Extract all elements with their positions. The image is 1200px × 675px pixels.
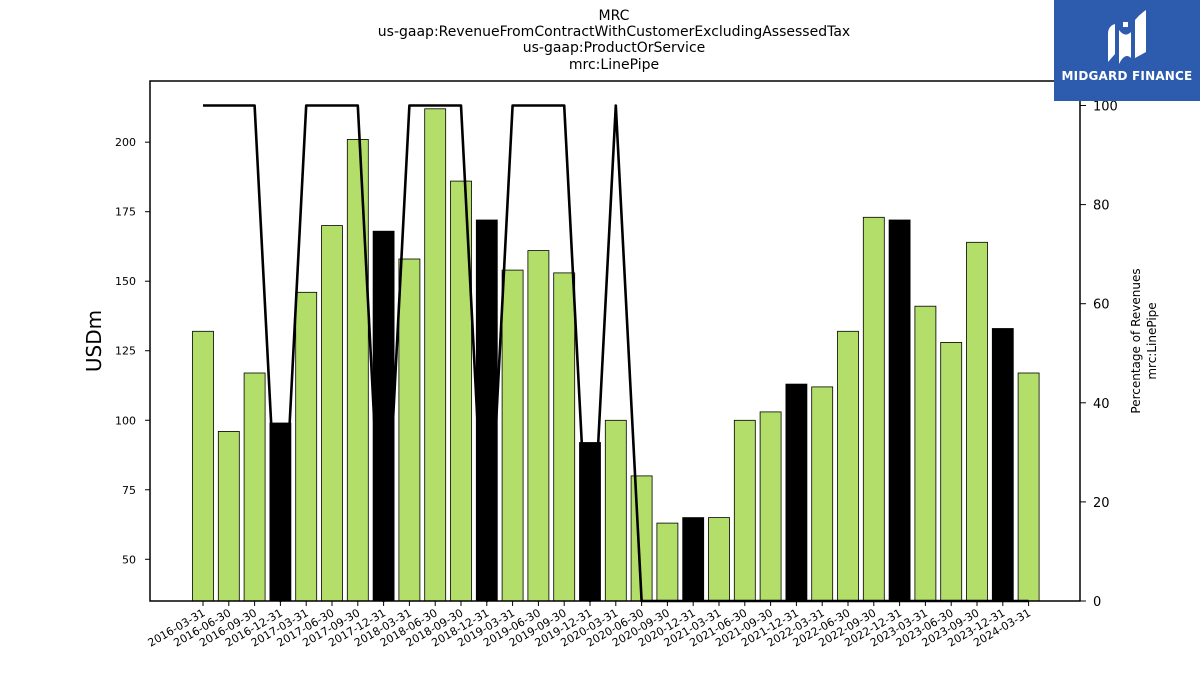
chart-title-line-4: mrc:LinePipe [569, 57, 659, 73]
y-axis-left: 50 75 100 125 150 175 200 [115, 136, 150, 566]
x-axis: 2016-03-312016-06-302016-09-302016-12-31… [146, 601, 1033, 650]
chart-title-line-1: MRC [599, 8, 630, 24]
y-right-tick-label: 0 [1093, 595, 1101, 610]
y-tick-label: 175 [115, 206, 136, 219]
bar [914, 305, 937, 602]
bar [991, 328, 1014, 602]
plot-frame [149, 80, 1081, 602]
bar [295, 291, 318, 602]
bar [321, 225, 343, 602]
bar [682, 517, 705, 602]
bar [837, 330, 859, 602]
y-tick-label: 200 [115, 136, 136, 149]
logo: MIDGARD FINANCE [1054, 0, 1200, 101]
y-axis-left-title: USDm [82, 310, 106, 372]
bar [656, 522, 679, 602]
bar [192, 330, 214, 602]
logo-text: MIDGARD FINANCE [1061, 69, 1193, 83]
y-tick-label: 75 [122, 484, 136, 497]
bar [501, 269, 524, 602]
midgard-logo-icon [1108, 10, 1146, 64]
bar [398, 258, 421, 602]
bar [888, 219, 911, 602]
bar [1017, 372, 1040, 602]
y-right-tick-label: 40 [1093, 397, 1110, 412]
y-right-tick-label: 100 [1093, 100, 1118, 115]
y-tick-label: 150 [115, 275, 136, 288]
bar [940, 341, 963, 602]
bar [733, 419, 756, 602]
bar [424, 108, 447, 602]
bar [708, 517, 730, 602]
bar [811, 386, 834, 602]
chart-title-line-2: us-gaap:RevenueFromContractWithCustomerE… [378, 24, 850, 40]
y-axis-right: 0 20 40 60 80 100 [1080, 100, 1118, 610]
bar [553, 272, 576, 602]
bar [785, 383, 808, 602]
bar [862, 216, 885, 602]
y-axis-right-title-line-2: mrc:LinePipe [1145, 302, 1159, 379]
bar [217, 430, 240, 602]
y-right-tick-label: 80 [1093, 199, 1110, 214]
y-right-tick-label: 60 [1093, 298, 1110, 313]
bar [346, 138, 369, 602]
y-tick-label: 50 [122, 553, 136, 566]
bar [475, 219, 498, 602]
bar [527, 250, 550, 602]
y-tick-label: 100 [115, 414, 136, 427]
bar [759, 411, 782, 602]
bar [604, 419, 627, 602]
bar [372, 230, 395, 602]
y-right-tick-label: 20 [1093, 496, 1110, 511]
y-axis-right-title-line-1: Percentage of Revenues [1129, 268, 1143, 413]
bar-series [192, 108, 1040, 602]
y-tick-label: 125 [115, 345, 136, 358]
bar [966, 241, 988, 602]
chart-title: MRC us-gaap:RevenueFromContractWithCusto… [378, 8, 850, 73]
chart-title-line-3: us-gaap:ProductOrService [523, 40, 706, 56]
bar [243, 372, 266, 602]
